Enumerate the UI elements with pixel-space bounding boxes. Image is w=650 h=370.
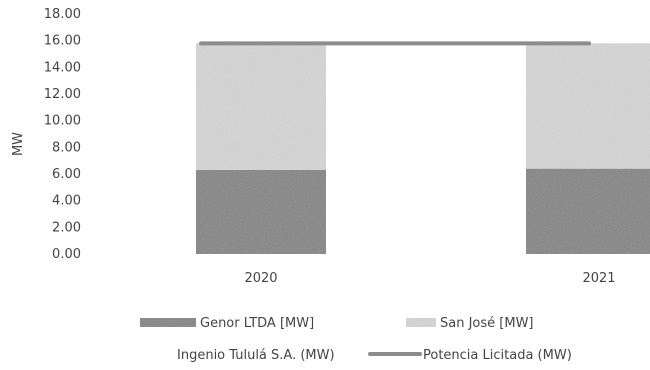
y-axis-ticks: 0.00 2.00 4.00 6.00 8.00 10.00 12.00 14.00 16.00… xyxy=(44,7,81,262)
legend-swatch xyxy=(406,318,436,327)
x-tick-label: 2020 xyxy=(244,271,277,286)
y-tick-label: 16.00 xyxy=(44,34,81,49)
legend-swatch xyxy=(140,318,196,327)
y-tick-label: 0.00 xyxy=(52,247,81,262)
bar-segment xyxy=(526,168,650,254)
y-tick-label: 8.00 xyxy=(52,140,81,155)
legend-label: Genor LTDA [MW] xyxy=(200,316,314,331)
y-tick-label: 18.00 xyxy=(44,7,81,22)
legend-label: Potencia Licitada (MW) xyxy=(423,348,572,363)
bar-segment xyxy=(196,43,326,171)
x-tick-label: 2021 xyxy=(582,271,615,286)
y-axis-title: MW xyxy=(11,132,26,156)
bar-stacks xyxy=(196,43,650,254)
y-tick-label: 10.00 xyxy=(44,114,81,129)
bar-segment xyxy=(526,43,650,169)
bar-segment xyxy=(196,170,326,254)
y-tick-label: 2.00 xyxy=(52,220,81,235)
y-tick-label: 14.00 xyxy=(44,60,81,75)
legend-label: Ingenio Tululá S.A. (MW) xyxy=(177,348,335,363)
legend-label: San José [MW] xyxy=(440,316,534,331)
y-tick-label: 12.00 xyxy=(44,87,81,102)
y-tick-label: 4.00 xyxy=(52,194,81,209)
y-tick-label: 6.00 xyxy=(52,167,81,182)
legend: Genor LTDA [MW] San José [MW] Ingenio Tulu… xyxy=(140,316,572,363)
x-axis-ticks: 2020 2021 xyxy=(244,271,615,286)
